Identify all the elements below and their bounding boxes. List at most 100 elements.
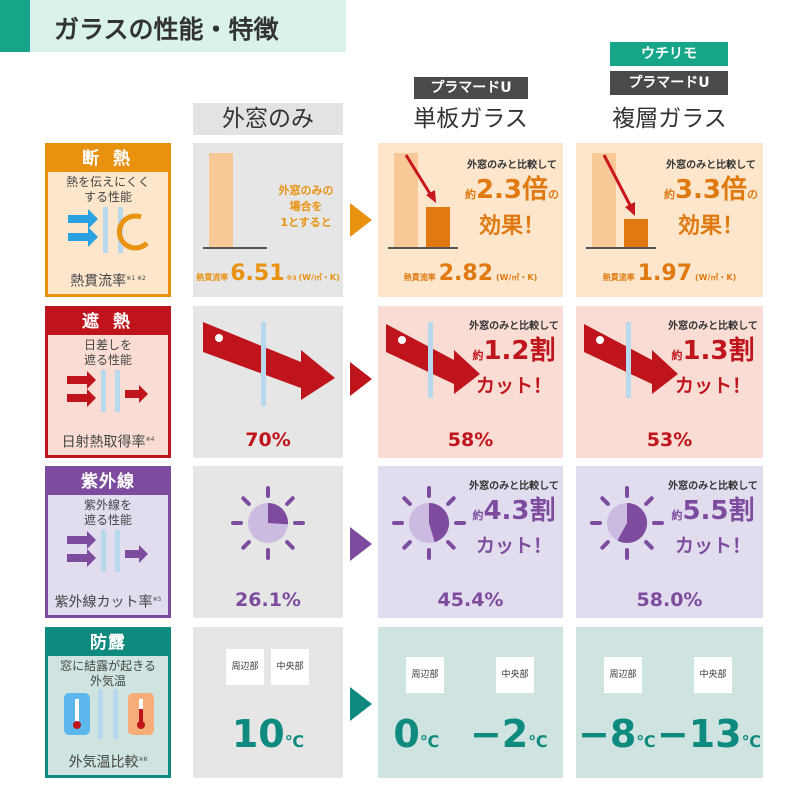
insulation-outer-only: 外窓のみの 場合を 1とすると 熱貫流率 6.51 ※3 (W/㎡・K) <box>193 143 343 297</box>
sunlight-arrow-icon <box>584 322 678 398</box>
value: 58.0% <box>636 589 703 611</box>
effect-text: 外窓のみと比較して 約5.5割 カット！ <box>664 480 762 558</box>
value: 58% <box>447 429 494 451</box>
arrow-right-icon <box>350 203 372 237</box>
column-header-double-glass: 複層ガラス <box>612 106 727 132</box>
row-footer: 外気温比較 <box>68 755 139 771</box>
prefix: 約 <box>472 509 484 522</box>
edge-value: −8 <box>578 712 637 756</box>
unit: ℃ <box>419 732 440 751</box>
unit: ℃ <box>284 732 305 751</box>
compare-note: 外窓のみと比較して <box>469 321 559 332</box>
row-title: 遮 熱 <box>48 309 168 335</box>
edge-label: 周辺部 <box>406 657 444 693</box>
effect-value: 2.3倍 <box>475 175 549 205</box>
effect-value: 3.3倍 <box>674 175 748 205</box>
uv-sun-icon <box>392 486 466 560</box>
metric-label: 熱貫流率 <box>196 273 229 282</box>
metric-label: 熱貫流率 <box>403 273 436 282</box>
sun-ray <box>285 496 295 506</box>
dew-single: 周辺部 中央部 0 ℃ −2 ℃ <box>378 627 563 778</box>
uv-cut-slice <box>268 502 289 525</box>
arrow-right-icon <box>350 687 372 721</box>
effect-text: 外窓のみと比較して 約2.3倍の 効果！ <box>462 159 562 241</box>
brand-tag: ウチリモ <box>610 42 728 66</box>
thermometer-icon <box>64 689 154 739</box>
prefix: 約 <box>472 349 484 362</box>
effect-value: 1.3割 <box>682 336 755 366</box>
suffix: の <box>747 188 759 201</box>
row-title: 紫外線 <box>48 469 168 495</box>
product-tag: プラマードU <box>610 71 728 95</box>
footnote: ※3 <box>286 275 297 282</box>
effect-label: カット！ <box>475 535 552 557</box>
row-title: 防露 <box>48 630 168 656</box>
shading-double: 外窓のみと比較して 約1.3割 カット！ 53% <box>576 306 763 458</box>
arrow-right-icon <box>350 527 372 561</box>
uv-double: 外窓のみと比較して 約5.5割 カット！ 58.0% <box>576 466 763 618</box>
sun-ray <box>600 496 610 506</box>
heat-transfer-icon <box>68 207 149 253</box>
value: 1.97 <box>637 261 692 286</box>
prefix: 約 <box>671 349 683 362</box>
shading-single: 外窓のみと比較して 約1.2割 カット！ 58% <box>378 306 563 458</box>
product-tag: プラマードU <box>414 77 528 99</box>
footnote: ※4 <box>145 436 155 444</box>
bar-chart-icon <box>203 153 267 249</box>
value: 45.4% <box>437 589 504 611</box>
sun-ray <box>402 540 412 550</box>
row-footer: 日射熱取得率 <box>61 435 146 451</box>
effect-label: 効果！ <box>677 214 744 239</box>
value: 2.82 <box>438 261 493 286</box>
insulation-double: 外窓のみと比較して 約3.3倍の 効果！ 熱貫流率 1.97 (W/㎡・K) <box>576 143 763 297</box>
unit: ℃ <box>741 732 761 751</box>
footnote: ※6 <box>138 756 148 764</box>
unit: ℃ <box>528 732 548 751</box>
prefix: 約 <box>663 188 675 201</box>
dew-double: 周辺部 中央部 −8 ℃ −13 ℃ <box>576 627 763 778</box>
insulation-single: 外窓のみと比較して 約2.3倍の 効果！ 熱貫流率 2.82 (W/㎡・K) <box>378 143 563 297</box>
unit: (W/㎡・K) <box>298 273 340 282</box>
uv-single: 外窓のみと比較して 約4.3割 カット！ 45.4% <box>378 466 563 618</box>
uv-sun-icon <box>590 486 664 560</box>
arrow-right-icon <box>350 362 372 396</box>
sun-ray <box>241 496 251 506</box>
footnote: ※5 <box>152 596 162 604</box>
unit: (W/㎡・K) <box>496 273 538 282</box>
sun-ray <box>402 496 412 506</box>
compare-note: 外窓のみと比較して <box>668 481 758 492</box>
reduced-bar-icon <box>586 153 656 249</box>
uv-block-icon <box>67 530 148 572</box>
compare-note: 外窓のみと比較して <box>666 160 756 171</box>
sun-ray <box>241 540 251 550</box>
effect-text: 外窓のみと比較して 約4.3割 カット！ <box>466 480 562 558</box>
suffix: の <box>548 188 560 201</box>
effect-text: 外窓のみと比較して 約1.3割 カット！ <box>664 320 762 398</box>
center-label: 中央部 <box>694 657 732 693</box>
sun-block-icon <box>67 370 148 412</box>
value: 10 <box>231 712 285 756</box>
compare-note: 外窓のみと比較して <box>467 160 557 171</box>
effect-label: カット！ <box>674 375 751 397</box>
value: 6.51 <box>230 261 285 286</box>
center-value: −2 <box>469 712 529 756</box>
label-uv: 紫外線 紫外線を 遮る性能 紫外線カット率※5 <box>45 466 171 618</box>
dew-outer-only: 周辺部 中央部 10 ℃ <box>193 627 343 778</box>
effect-label: カット！ <box>674 535 751 557</box>
value: 53% <box>646 429 693 451</box>
shading-outer-only: 70% <box>193 306 343 458</box>
row-title: 断 熱 <box>48 146 168 172</box>
sunlight-arrow-icon <box>386 322 480 398</box>
edge-value: 0 <box>393 712 420 756</box>
center-label: 中央部 <box>496 657 534 693</box>
uv-sun-icon <box>231 486 305 560</box>
reduced-bar-icon <box>388 153 458 249</box>
sun-ray <box>446 540 456 550</box>
row-desc: 日差しを 遮る性能 <box>83 338 132 367</box>
sun-ray <box>446 496 456 506</box>
column-header-outer-only: 外窓のみ <box>193 103 343 135</box>
row-desc: 紫外線を 遮る性能 <box>83 498 132 527</box>
row-footer: 熱貫流率 <box>70 274 127 290</box>
compare-note: 外窓のみと比較して <box>668 321 758 332</box>
uv-cut-slice <box>617 502 648 543</box>
